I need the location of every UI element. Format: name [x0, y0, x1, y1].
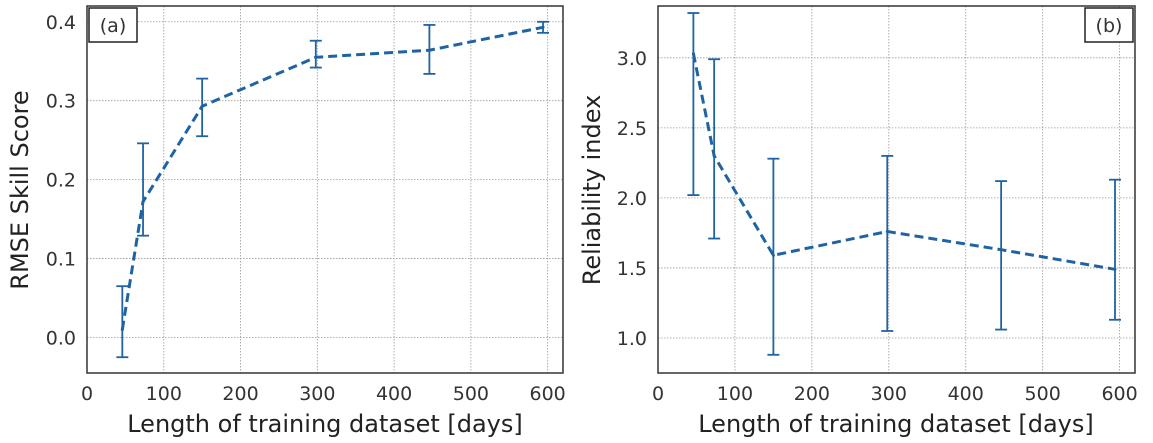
- panel-a-y-tick-label: 0.3: [46, 91, 76, 113]
- panel-a-data-point: [200, 104, 204, 108]
- panel-b-x-tick-label: 0: [652, 383, 664, 405]
- panel-b-y-ticks: 1.0 1.5 2.0 2.5 3.0: [617, 48, 647, 350]
- panel-a-y-tick-label: 0.4: [46, 12, 76, 34]
- panel-b-grid: [657, 6, 1135, 373]
- panel-a-y-tick-label: 0.0: [46, 327, 76, 349]
- panel-b-plot-frame: [657, 5, 1136, 374]
- panel-a-series-line: [120, 25, 544, 330]
- panel-a-y-tick-label: 0.1: [46, 249, 76, 271]
- panel-b-y-axis-label: Reliability index: [578, 95, 606, 286]
- panel-b-x-tick-label: 100: [717, 383, 753, 405]
- panel-a-x-tick-label: 300: [299, 383, 335, 405]
- panel-b-series: [687, 12, 1121, 356]
- panel-a-x-tick-label: 0: [81, 383, 93, 405]
- panel-a-data-point: [427, 48, 431, 52]
- panel-b-data-point: [999, 248, 1003, 252]
- panel-b-y-tick-label: 2.0: [617, 188, 647, 210]
- panel-a-data-point: [141, 200, 145, 204]
- panel-b-y-tick-label: 3.0: [617, 48, 647, 70]
- panel-a-x-tick-label: 500: [453, 383, 489, 405]
- panel-a-series: [116, 20, 550, 359]
- panel-a-data-point: [541, 25, 545, 29]
- panel-b-x-tick-label: 500: [1025, 383, 1061, 405]
- panel-a-data-point: [120, 328, 124, 332]
- panel-a-data-point: [314, 55, 318, 59]
- panel-b-x-tick-label: 600: [1101, 383, 1137, 405]
- panel-b-data-point: [712, 154, 716, 158]
- panel-b-x-tick-label: 200: [794, 383, 830, 405]
- panel-a-y-tick-label: 0.2: [46, 170, 76, 192]
- panel-b-y-tick-label: 1.0: [617, 328, 647, 350]
- panel-b-data-point: [1113, 267, 1117, 271]
- panel-a-plot-frame: [86, 5, 564, 374]
- panel-a-x-tick-label: 400: [376, 383, 412, 405]
- panel-a-grid: [86, 6, 563, 373]
- panel-b-x-tick-label: 400: [948, 383, 984, 405]
- panel-a-x-tick-label: 600: [530, 383, 566, 405]
- panel-a-x-tick-label: 100: [146, 383, 182, 405]
- panel-a-y-ticks: 0.0 0.1 0.2 0.3 0.4: [46, 12, 76, 350]
- panel-b-data-point: [691, 52, 695, 56]
- panel-b-tag: (b): [1096, 15, 1123, 37]
- panel-b-chart: 0 100 200 300 400 500 600 1.0 1.5 2.0 2.5 3.0 Leng…: [578, 5, 1138, 438]
- panel-b-x-ticks: 0 100 200 300 400 500 600: [652, 383, 1138, 405]
- panel-a-chart: 0 100 200 300 400 500 600 0.0 0.1 0.2 0.3 0.4 Leng…: [6, 5, 566, 438]
- panel-b-data-point: [771, 253, 775, 257]
- panel-a-y-axis-label: RMSE Skill Score: [6, 90, 34, 289]
- panel-b-data-point: [885, 230, 889, 234]
- panel-b-tag-box: (b): [1084, 7, 1134, 43]
- panel-a-tag-box: (a): [88, 7, 138, 43]
- panel-a-x-tick-label: 200: [222, 383, 258, 405]
- panel-b-y-tick-label: 1.5: [617, 258, 647, 280]
- panel-b-y-tick-label: 2.5: [617, 118, 647, 140]
- panel-a-x-axis-label: Length of training dataset [days]: [127, 410, 523, 438]
- panel-b-series-line: [691, 53, 1116, 271]
- panel-a-tag: (a): [100, 15, 126, 37]
- panel-b-x-tick-label: 300: [871, 383, 907, 405]
- panel-b-x-axis-label: Length of training dataset [days]: [698, 410, 1094, 438]
- panel-a-x-ticks: 0 100 200 300 400 500 600: [81, 383, 566, 405]
